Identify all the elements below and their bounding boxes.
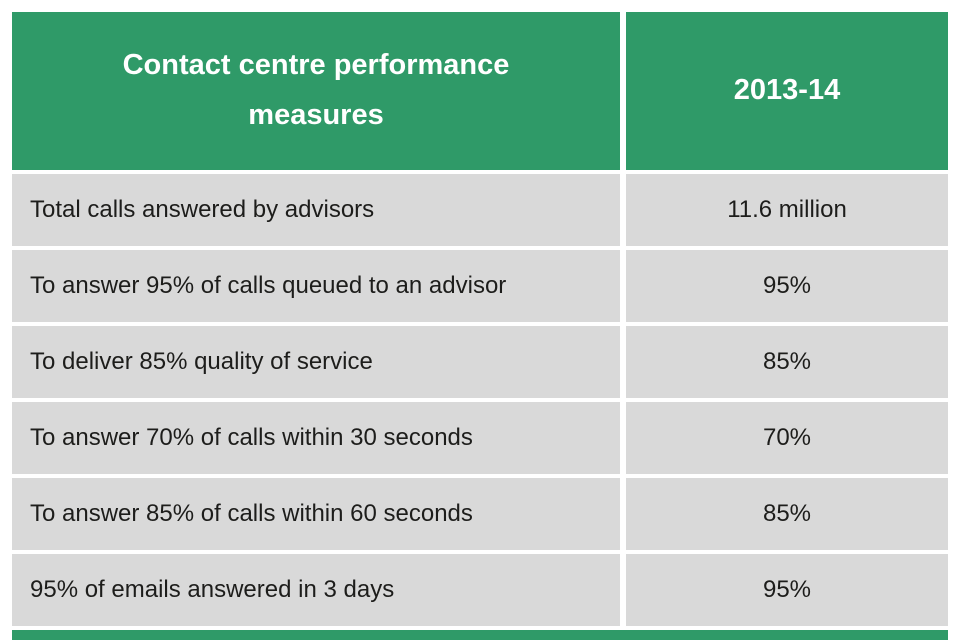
table-row-label: 95% of emails answered in 3 days [12, 554, 620, 626]
next-section-header-strip [12, 630, 948, 640]
table-row-value: 85% [626, 326, 948, 398]
table-row-value: 11.6 million [626, 174, 948, 246]
table-row-value: 95% [626, 554, 948, 626]
table-row-label: To answer 95% of calls queued to an advi… [12, 250, 620, 322]
table-header-measures: Contact centre performance measures [12, 12, 620, 170]
performance-table: Contact centre performance measures 2013… [12, 12, 948, 640]
table-row-label: To deliver 85% quality of service [12, 326, 620, 398]
table-row-value: 85% [626, 478, 948, 550]
table-row-label: Total calls answered by advisors [12, 174, 620, 246]
table-row-value: 70% [626, 402, 948, 474]
table-row-label: To answer 70% of calls within 30 seconds [12, 402, 620, 474]
table-row-label: To answer 85% of calls within 60 seconds [12, 478, 620, 550]
table-grid: Contact centre performance measures 2013… [12, 12, 948, 626]
table-row-value: 95% [626, 250, 948, 322]
table-header-year: 2013-14 [626, 12, 948, 170]
